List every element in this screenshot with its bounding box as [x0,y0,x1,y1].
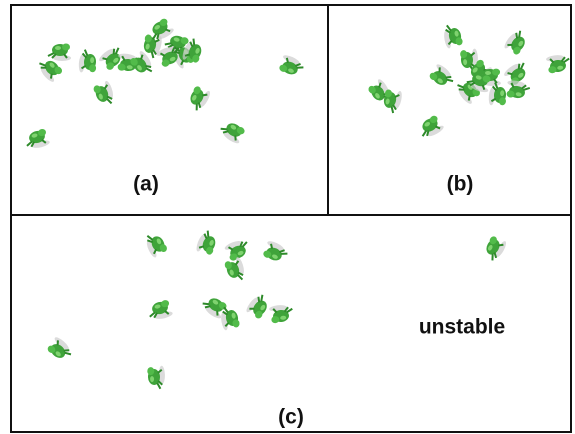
figure: (a) (b) (c) unstable [0,0,575,434]
panel-label: (b) [447,173,474,196]
panel-label: (a) [133,173,159,196]
page: (a) (b) (c) unstable (() => { const data… [0,0,575,434]
annotation: unstable [419,316,505,339]
highlight [55,46,61,50]
panel-label: (c) [278,406,304,429]
head [62,44,70,51]
shadow [53,55,71,61]
